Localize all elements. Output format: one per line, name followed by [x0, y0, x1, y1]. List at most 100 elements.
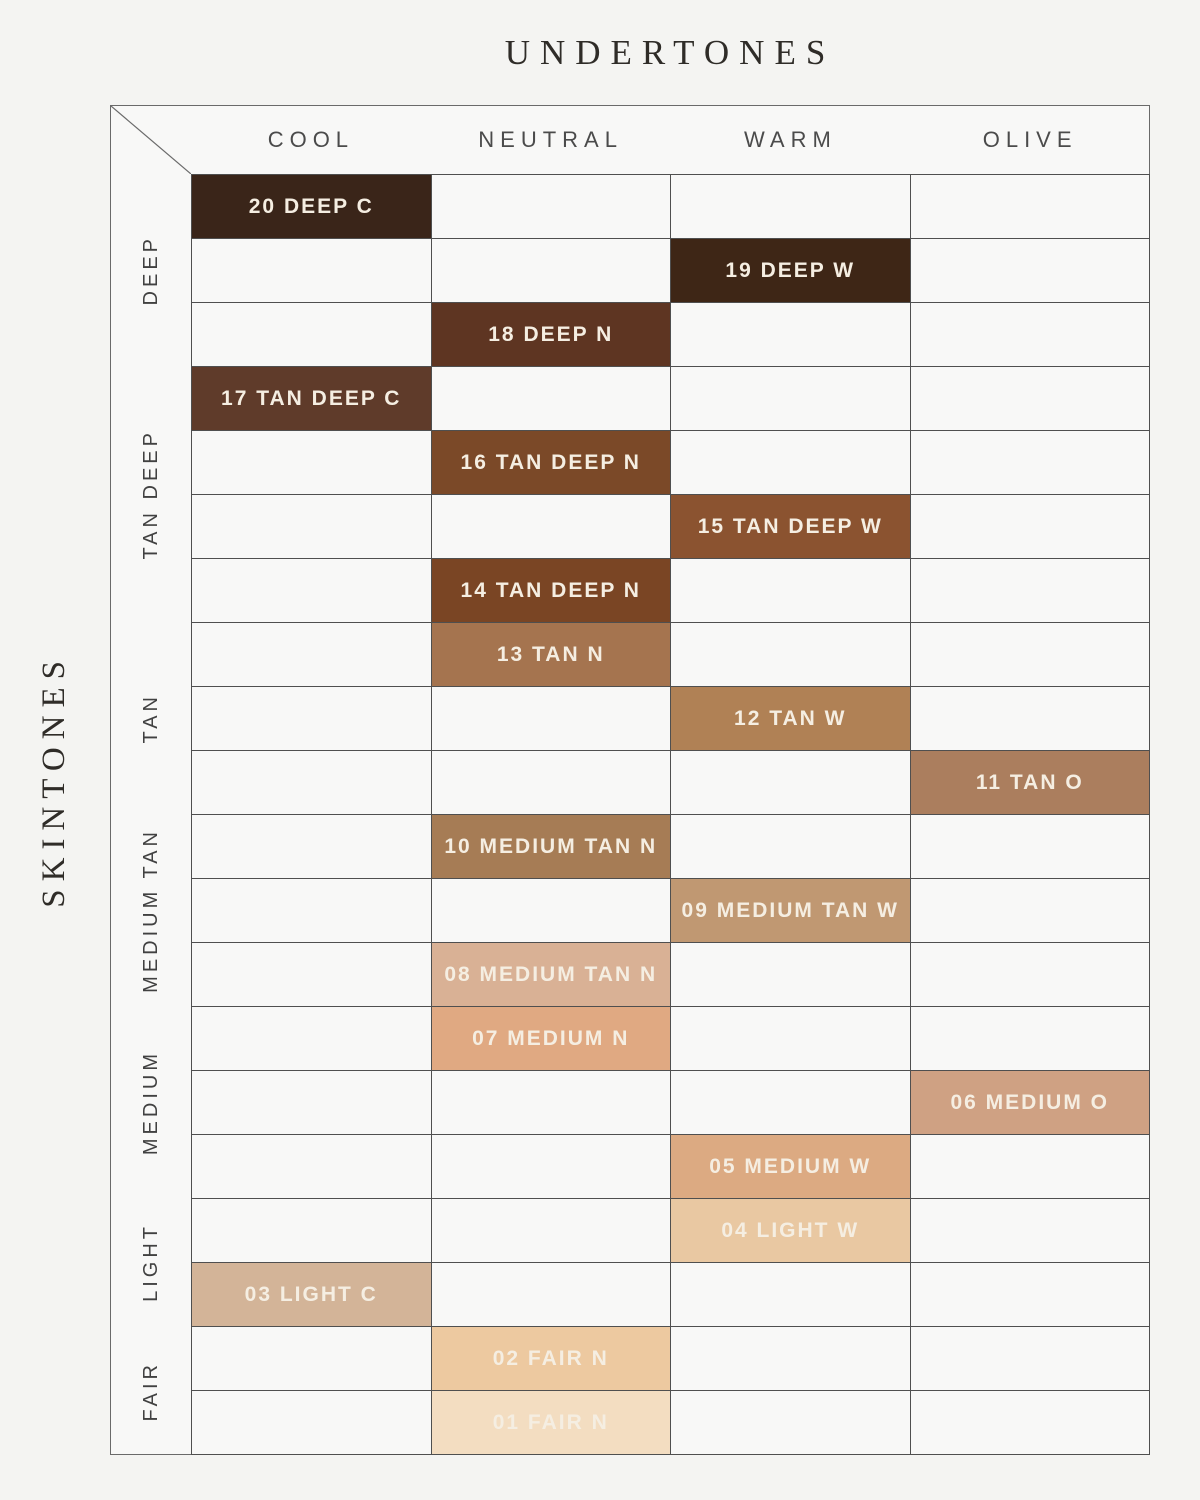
- y-axis-title: SKINTONES: [35, 652, 72, 908]
- skintone-group-light: LIGHT: [111, 1199, 191, 1327]
- empty-cell: [910, 367, 1149, 430]
- shade-cell-19-deep-w: 19 DEEP W: [671, 239, 910, 302]
- empty-cell: [431, 367, 670, 430]
- undertone-column-header-neutral: NEUTRAL: [478, 127, 623, 152]
- empty-cell: [910, 495, 1149, 558]
- empty-cell: [910, 1263, 1149, 1326]
- skintone-group-medium: MEDIUM: [111, 1007, 191, 1199]
- shade-cell-05-medium-w: 05 MEDIUM W: [671, 1135, 910, 1198]
- empty-cell: [431, 1263, 670, 1326]
- empty-cell: [671, 1391, 910, 1454]
- skintone-group-deep: DEEP: [111, 174, 191, 366]
- shade-cell-18-deep-n: 18 DEEP N: [431, 303, 670, 366]
- y-axis-title-wrap: SKINTONES: [0, 105, 108, 1455]
- empty-cell: [671, 943, 910, 1006]
- empty-cell: [431, 175, 670, 238]
- empty-cell: [671, 623, 910, 686]
- shade-cell-11-tan-o: 11 TAN O: [910, 751, 1149, 814]
- empty-cell: [192, 495, 431, 558]
- skintone-group-tan-deep: TAN DEEP: [111, 366, 191, 622]
- empty-cell: [671, 303, 910, 366]
- empty-cell: [910, 1327, 1149, 1390]
- empty-cell: [431, 879, 670, 942]
- empty-cell: [192, 623, 431, 686]
- empty-cell: [910, 431, 1149, 494]
- empty-cell: [910, 1007, 1149, 1070]
- empty-cell: [671, 1263, 910, 1326]
- shade-cell-02-fair-n: 02 FAIR N: [431, 1327, 670, 1390]
- empty-cell: [192, 815, 431, 878]
- empty-cell: [910, 815, 1149, 878]
- undertone-header-row: COOL NEUTRAL WARM OLIVE: [191, 106, 1150, 174]
- empty-cell: [671, 559, 910, 622]
- undertone-column-header-cool: COOL: [267, 127, 355, 152]
- shade-cell-12-tan-w: 12 TAN W: [671, 687, 910, 750]
- skintone-group-label: TAN DEEP: [139, 428, 162, 560]
- shade-cell-15-tan-deep-w: 15 TAN DEEP W: [671, 495, 910, 558]
- empty-cell: [910, 879, 1149, 942]
- skintone-group-label: TAN: [139, 693, 162, 744]
- corner-diagonal-line: [111, 106, 191, 174]
- empty-cell: [910, 175, 1149, 238]
- shade-cell-01-fair-n: 01 FAIR N: [431, 1391, 670, 1454]
- shade-cell-04-light-w: 04 LIGHT W: [671, 1199, 910, 1262]
- empty-cell: [671, 431, 910, 494]
- empty-cell: [192, 751, 431, 814]
- shade-cell-07-medium-n: 07 MEDIUM N: [431, 1007, 670, 1070]
- empty-cell: [910, 239, 1149, 302]
- skintone-group-fair: FAIR: [111, 1327, 191, 1455]
- shade-cell-09-medium-tan-w: 09 MEDIUM TAN W: [671, 879, 910, 942]
- empty-cell: [192, 1327, 431, 1390]
- shade-cell-14-tan-deep-n: 14 TAN DEEP N: [431, 559, 670, 622]
- empty-cell: [431, 1199, 670, 1262]
- empty-cell: [192, 1071, 431, 1134]
- empty-cell: [431, 751, 670, 814]
- empty-cell: [671, 367, 910, 430]
- empty-cell: [431, 495, 670, 558]
- shade-cell-16-tan-deep-n: 16 TAN DEEP N: [431, 431, 670, 494]
- empty-cell: [671, 1071, 910, 1134]
- empty-cell: [431, 1071, 670, 1134]
- empty-cell: [192, 879, 431, 942]
- empty-cell: [910, 943, 1149, 1006]
- empty-cell: [910, 1135, 1149, 1198]
- empty-cell: [671, 815, 910, 878]
- shade-cell-08-medium-tan-n: 08 MEDIUM TAN N: [431, 943, 670, 1006]
- empty-cell: [192, 1135, 431, 1198]
- skintone-group-label: FAIR: [139, 1360, 162, 1422]
- skintone-group-label: DEEP: [139, 234, 162, 306]
- shade-cell-13-tan-n: 13 TAN N: [431, 623, 670, 686]
- undertone-column-header-olive: OLIVE: [982, 127, 1078, 152]
- empty-cell: [192, 687, 431, 750]
- empty-cell: [910, 623, 1149, 686]
- empty-cell: [671, 1327, 910, 1390]
- skintone-group-tan: TAN: [111, 622, 191, 814]
- shade-cell-06-medium-o: 06 MEDIUM O: [910, 1071, 1149, 1134]
- empty-cell: [671, 1007, 910, 1070]
- empty-cell: [192, 303, 431, 366]
- chart-grid-box: COOL NEUTRAL WARM OLIVE DEEP TAN DEEP TAN MEDI…: [110, 105, 1150, 1455]
- empty-cell: [192, 1199, 431, 1262]
- empty-cell: [431, 239, 670, 302]
- undertone-column-header-warm: WARM: [743, 127, 837, 152]
- empty-cell: [192, 1007, 431, 1070]
- shade-matrix: 20 DEEP C 19 DEEP W 18 DEEP N 17 TAN DEEP C…: [191, 174, 1150, 1455]
- empty-cell: [192, 559, 431, 622]
- empty-cell: [431, 1135, 670, 1198]
- chart-title: UNDERTONES: [504, 33, 836, 72]
- skintone-group-label: MEDIUM TAN: [139, 828, 162, 993]
- skintone-group-medium-tan: MEDIUM TAN: [111, 815, 191, 1007]
- skintone-group-label: MEDIUM: [139, 1050, 162, 1156]
- empty-cell: [192, 943, 431, 1006]
- empty-cell: [910, 559, 1149, 622]
- empty-cell: [192, 239, 431, 302]
- empty-cell: [431, 687, 670, 750]
- empty-cell: [192, 431, 431, 494]
- shade-cell-20-deep-c: 20 DEEP C: [192, 175, 431, 238]
- empty-cell: [192, 1391, 431, 1454]
- shade-cell-10-medium-tan-n: 10 MEDIUM TAN N: [431, 815, 670, 878]
- empty-cell: [910, 303, 1149, 366]
- empty-cell: [910, 1391, 1149, 1454]
- empty-cell: [671, 175, 910, 238]
- empty-cell: [910, 1199, 1149, 1262]
